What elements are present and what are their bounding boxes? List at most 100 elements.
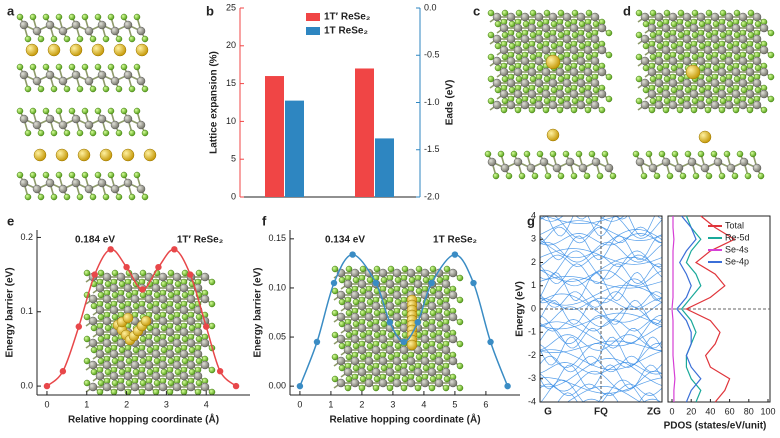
atom — [508, 20, 516, 28]
atom — [394, 298, 402, 306]
atom — [522, 42, 530, 50]
atom — [89, 35, 97, 43]
atom — [113, 43, 127, 57]
atom — [682, 100, 692, 110]
marker — [470, 279, 477, 287]
atom — [529, 97, 537, 105]
atom — [501, 97, 509, 105]
atom — [670, 86, 678, 94]
atom — [50, 193, 58, 201]
atom — [420, 378, 430, 388]
atom — [663, 53, 671, 61]
atom — [675, 23, 685, 33]
atom — [564, 42, 572, 50]
atom — [494, 64, 502, 72]
y-tick-label: 0.2 — [20, 232, 33, 242]
atom — [139, 379, 147, 387]
atom — [717, 23, 727, 33]
atom — [37, 35, 45, 43]
panel-label: a — [7, 3, 15, 18]
atom — [50, 85, 58, 93]
atom — [654, 34, 664, 44]
atom — [68, 171, 76, 179]
atom — [29, 63, 37, 71]
atom — [97, 313, 105, 321]
atom — [562, 150, 570, 158]
atom — [682, 34, 692, 44]
atom — [506, 34, 516, 44]
atom — [677, 31, 685, 39]
atom — [710, 78, 720, 88]
atom — [136, 120, 146, 130]
atom — [19, 178, 29, 188]
atom — [186, 316, 196, 326]
atom — [111, 291, 119, 299]
atom — [151, 327, 161, 337]
atom — [534, 34, 544, 44]
band-line — [540, 364, 662, 390]
atom — [712, 20, 720, 28]
atom — [359, 287, 367, 295]
atom — [584, 106, 592, 114]
atom — [677, 53, 685, 61]
atom — [605, 29, 613, 37]
atom — [662, 106, 670, 114]
x-tick-label: 1 — [328, 399, 333, 409]
atom — [596, 172, 604, 180]
atom — [413, 279, 423, 289]
atom — [399, 279, 409, 289]
atom — [186, 338, 196, 348]
atom — [427, 345, 437, 355]
atom — [710, 12, 720, 22]
atom — [400, 384, 408, 392]
atom — [562, 100, 572, 110]
atom — [583, 172, 591, 180]
atom — [55, 107, 63, 115]
atom — [442, 384, 450, 392]
atom — [158, 294, 168, 304]
atom — [592, 86, 600, 94]
atom — [336, 334, 346, 344]
x-tick-label: ZG — [647, 407, 661, 418]
atom — [569, 45, 579, 55]
atom — [691, 9, 699, 17]
atom — [111, 313, 119, 321]
x-tick-label: 20 — [686, 406, 696, 416]
atom — [83, 335, 91, 343]
atom — [63, 193, 71, 201]
atom — [160, 324, 168, 332]
atom — [754, 64, 762, 72]
atom — [392, 356, 402, 366]
atom — [141, 129, 149, 137]
atom — [399, 301, 409, 311]
atom — [592, 64, 600, 72]
atom — [723, 150, 731, 158]
atom — [571, 53, 579, 61]
marker — [139, 286, 146, 293]
atom — [635, 97, 643, 105]
atom — [350, 312, 360, 322]
atom — [55, 63, 63, 71]
atom — [84, 76, 94, 86]
atom — [661, 45, 671, 55]
pdos-line — [671, 216, 676, 402]
y2-tick-label: -1.0 — [424, 97, 440, 107]
x-tick-label: 4 — [204, 399, 209, 409]
marker — [372, 279, 380, 287]
atom — [151, 305, 161, 315]
atom — [158, 316, 168, 326]
atom — [668, 78, 678, 88]
bar — [285, 100, 304, 197]
atom — [122, 312, 134, 324]
atom — [717, 45, 727, 55]
atom — [733, 75, 741, 83]
atom — [181, 379, 189, 387]
annotation: 1T ReSe₂ — [433, 235, 477, 246]
atom — [713, 157, 723, 167]
atom — [515, 75, 523, 83]
atom — [456, 318, 464, 326]
atom — [160, 302, 168, 310]
atom — [95, 283, 105, 293]
atom — [745, 45, 755, 55]
atom — [692, 172, 700, 180]
